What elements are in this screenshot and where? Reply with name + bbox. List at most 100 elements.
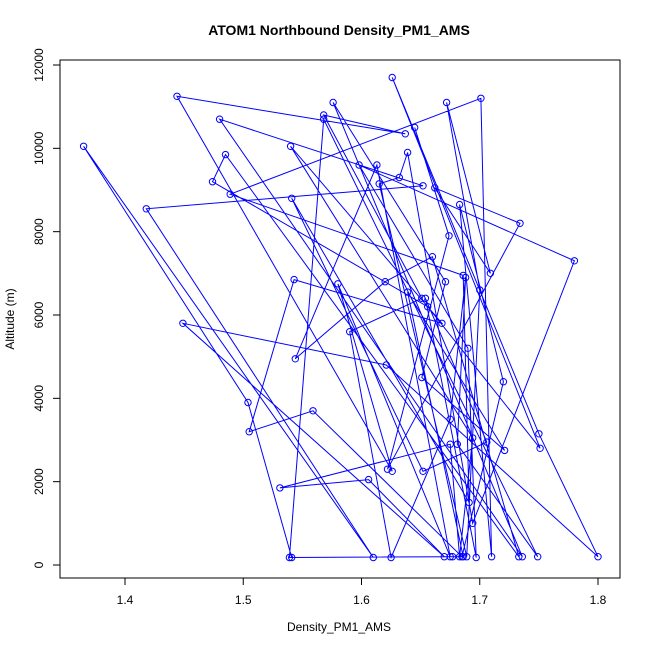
data-point: [570, 257, 579, 265]
data-point: [455, 553, 464, 561]
data-point: [469, 519, 477, 527]
data-point: [383, 465, 392, 473]
x-axis-label: Density_PM1_AMS: [287, 620, 391, 634]
data-point: [464, 344, 472, 352]
data-point: [515, 553, 523, 561]
data-point: [364, 475, 373, 484]
data-point: [419, 467, 427, 475]
data-point: [334, 280, 342, 288]
data-point: [403, 288, 412, 296]
data-point: [440, 553, 448, 561]
data-point: [499, 378, 508, 386]
data-point: [142, 205, 151, 213]
data-point: [276, 484, 284, 492]
data-point: [309, 407, 317, 415]
data-point: [472, 553, 480, 562]
data-point: [535, 430, 543, 438]
data-point: [428, 253, 437, 261]
data-point: [401, 130, 409, 138]
data-point: [179, 319, 187, 327]
data-point: [534, 553, 542, 561]
data-point: [244, 398, 252, 407]
data-point: [215, 115, 224, 123]
data-point: [441, 278, 450, 286]
plot-frame: [59, 59, 621, 579]
y-tick-label: 10000: [32, 131, 46, 165]
data-point: [290, 275, 298, 284]
data-point: [483, 438, 491, 446]
x-tick-label: 1.6: [353, 593, 370, 607]
data-point: [419, 182, 427, 190]
data-point: [500, 446, 509, 455]
data-point: [388, 467, 396, 475]
data-point: [381, 278, 389, 286]
data-point: [320, 111, 328, 119]
data-point: [395, 173, 403, 182]
data-point: [346, 328, 354, 336]
y-tick-label: 12000: [32, 48, 46, 82]
data-point: [286, 142, 295, 151]
data-point: [418, 294, 426, 302]
data-point: [458, 553, 466, 561]
data-point: [516, 219, 524, 228]
y-tick-label: 6000: [32, 301, 46, 328]
data-point: [173, 92, 181, 101]
data-point: [355, 161, 363, 169]
y-tick-label: 8000: [32, 218, 46, 245]
data-point: [424, 303, 432, 311]
data-point: [382, 361, 390, 369]
data-point: [453, 440, 461, 448]
data-point: [411, 123, 419, 132]
data-point: [373, 161, 381, 169]
data-point: [461, 273, 470, 282]
data-point: [445, 232, 453, 240]
series-points: [79, 73, 602, 562]
data-point: [465, 498, 473, 507]
y-tick-label: 2000: [32, 468, 46, 495]
data-point: [288, 194, 296, 203]
data-point: [79, 142, 88, 151]
data-point: [446, 440, 454, 448]
data-point: [291, 355, 299, 363]
data-point: [476, 286, 484, 294]
data-point: [477, 94, 485, 103]
data-point: [487, 553, 496, 561]
data-point: [455, 200, 464, 209]
y-axis-label: Altitude (m): [3, 288, 17, 349]
data-point: [208, 178, 217, 186]
data-point: [245, 428, 253, 436]
data-point: [221, 150, 230, 159]
y-tick-label: 0: [32, 561, 46, 568]
data-point: [518, 553, 526, 561]
y-axis: 0 2000 4000 6000 8000 10000 12000: [32, 48, 60, 568]
data-point: [594, 553, 602, 561]
data-point: [288, 553, 296, 562]
data-point: [388, 73, 396, 82]
data-point: [431, 184, 439, 192]
data-point: [446, 415, 454, 423]
x-tick-label: 1.5: [235, 593, 252, 607]
x-tick-label: 1.7: [471, 593, 488, 607]
y-tick-label: 4000: [32, 385, 46, 412]
chart-title: ATOM1 Northbound Density_PM1_AMS: [208, 22, 470, 38]
data-point: [448, 553, 457, 561]
data-point: [329, 98, 337, 107]
x-axis: 1.4 1.5 1.6 1.7 1.8: [117, 578, 607, 607]
data-point: [403, 148, 412, 157]
data-point: [369, 553, 377, 562]
data-point: [442, 98, 451, 107]
series-lines: [83, 77, 599, 560]
data-point: [226, 190, 234, 198]
data-point: [536, 444, 544, 452]
data-point: [418, 373, 426, 382]
data-point: [320, 115, 328, 123]
data-point: [387, 553, 395, 562]
data-point: [469, 434, 477, 442]
data-point: [375, 180, 383, 188]
data-point: [438, 319, 446, 327]
data-point: [421, 294, 430, 302]
data-point: [486, 269, 495, 277]
x-tick-label: 1.4: [117, 593, 134, 607]
data-point: [285, 553, 294, 562]
